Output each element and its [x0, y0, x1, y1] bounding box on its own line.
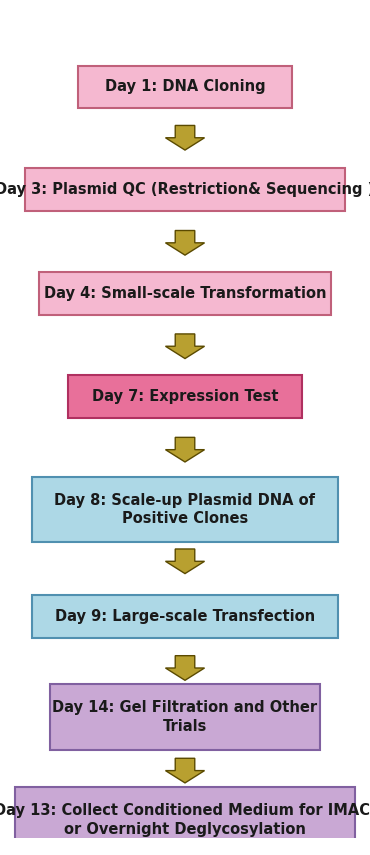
FancyBboxPatch shape [25, 168, 345, 211]
Text: Day 8: Scale-up Plasmid DNA of
Positive Clones: Day 8: Scale-up Plasmid DNA of Positive … [54, 492, 316, 527]
Polygon shape [165, 126, 205, 150]
Text: Day 9: Large-scale Transfection: Day 9: Large-scale Transfection [55, 609, 315, 624]
Text: Day 7: Expression Test: Day 7: Expression Test [92, 389, 278, 404]
FancyBboxPatch shape [39, 273, 331, 315]
Text: Day 1: DNA Cloning: Day 1: DNA Cloning [105, 80, 265, 94]
FancyBboxPatch shape [68, 375, 302, 417]
FancyBboxPatch shape [78, 66, 292, 109]
Polygon shape [165, 334, 205, 358]
FancyBboxPatch shape [32, 477, 338, 542]
Polygon shape [165, 758, 205, 783]
Text: Day 13: Collect Conditioned Medium for IMAC,
or Overnight Deglycosylation: Day 13: Collect Conditioned Medium for I… [0, 803, 370, 837]
Polygon shape [165, 549, 205, 574]
Polygon shape [165, 438, 205, 462]
Polygon shape [165, 656, 205, 681]
FancyBboxPatch shape [32, 595, 338, 638]
FancyBboxPatch shape [14, 787, 356, 852]
Text: Day 4: Small-scale Transformation: Day 4: Small-scale Transformation [44, 286, 326, 301]
Text: Day 14: Gel Filtration and Other
Trials: Day 14: Gel Filtration and Other Trials [53, 700, 317, 734]
FancyBboxPatch shape [50, 684, 320, 750]
Polygon shape [165, 231, 205, 255]
Text: Day 3: Plasmid QC (Restriction& Sequencing ): Day 3: Plasmid QC (Restriction& Sequenci… [0, 182, 370, 197]
